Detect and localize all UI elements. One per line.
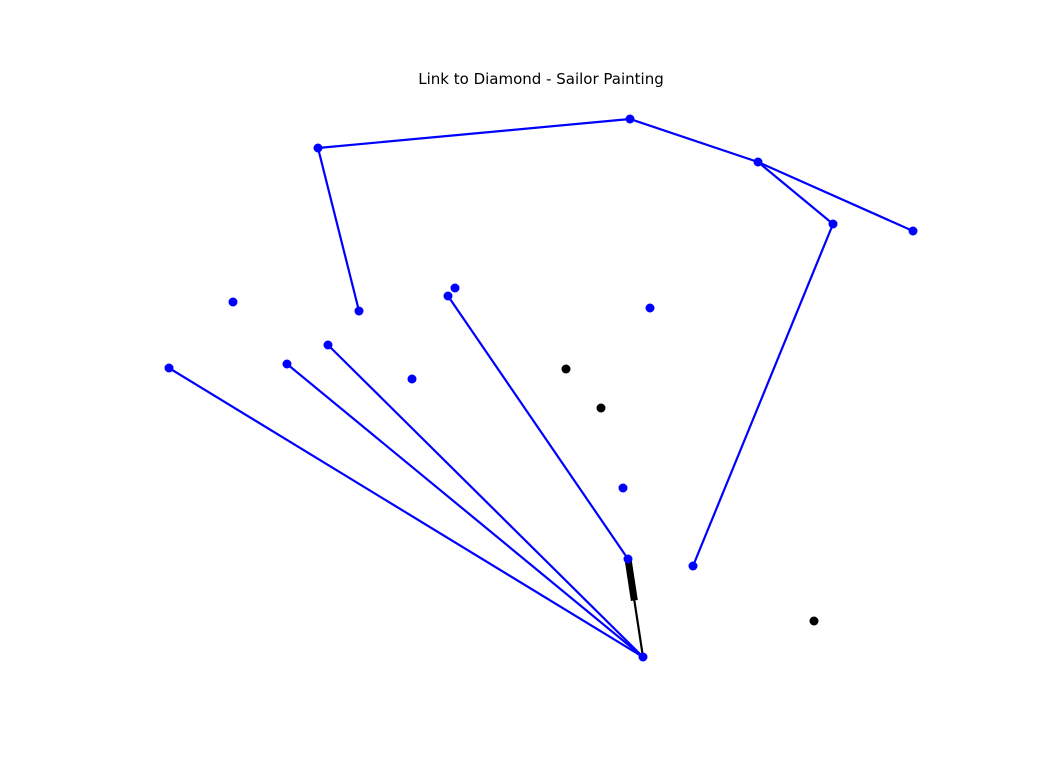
arrow-layer (624, 558, 645, 658)
link-line (629, 117, 759, 164)
node-point (753, 157, 763, 167)
arrow-shaft (633, 600, 645, 658)
unlinked-node-point (596, 403, 606, 413)
node-point (228, 297, 238, 307)
diagram-title: Link to Diamond - Sailor Painting (418, 70, 663, 88)
link-line (447, 295, 629, 560)
node-point (625, 114, 635, 124)
node-point (618, 483, 628, 493)
node-point (908, 226, 918, 236)
node-point (323, 340, 333, 350)
unlinked-node-point (561, 364, 571, 374)
node-point (443, 291, 453, 301)
link-line (327, 344, 644, 658)
link-line (757, 160, 914, 233)
node-point (407, 374, 417, 384)
node-point (354, 306, 364, 316)
node-point (282, 359, 292, 369)
link-line (317, 117, 631, 150)
link-line (757, 161, 834, 225)
link-line (286, 363, 644, 658)
node-point (450, 283, 460, 293)
node-point (828, 219, 838, 229)
unlinked-node-point (809, 616, 819, 626)
node-point (645, 303, 655, 313)
nodes-layer (164, 114, 918, 662)
links-layer (168, 117, 914, 658)
node-point (688, 561, 698, 571)
node-point (164, 363, 174, 373)
node-point (623, 554, 633, 564)
node-point (638, 652, 648, 662)
arrow-head (624, 558, 638, 602)
node-point (313, 143, 323, 153)
link-line (691, 223, 835, 567)
link-line (316, 147, 361, 312)
link-line (168, 367, 644, 658)
